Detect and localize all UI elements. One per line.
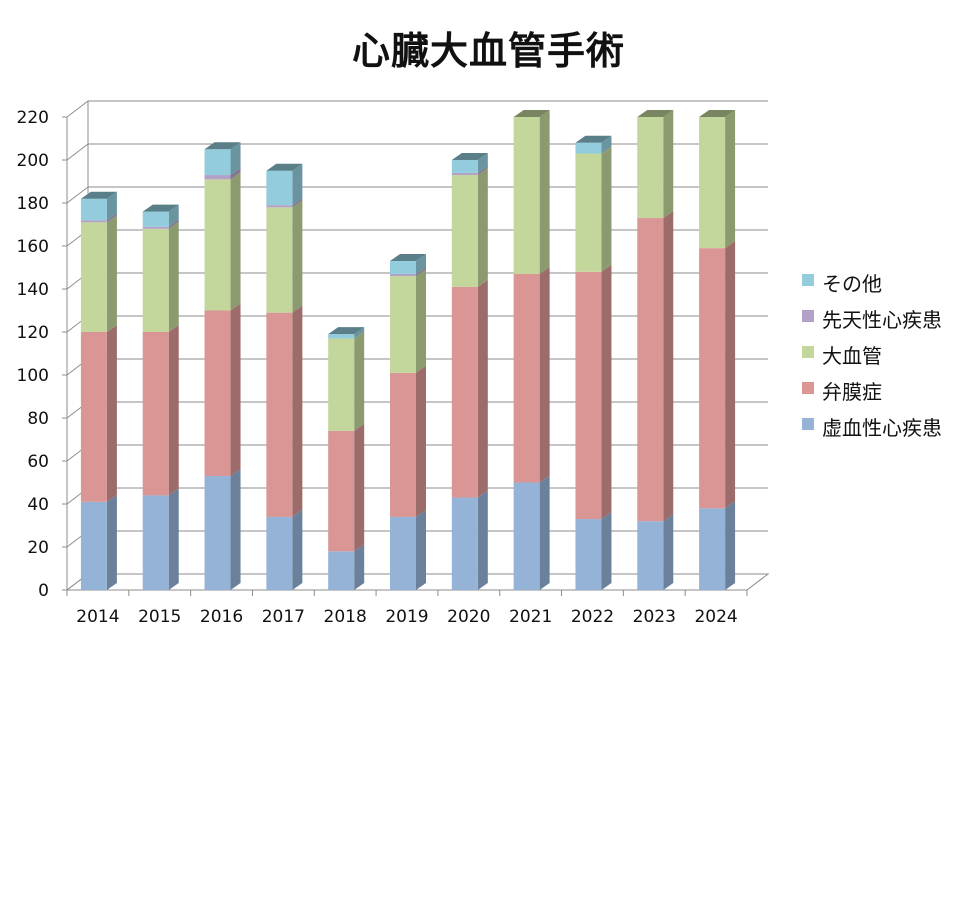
bar-segment	[575, 146, 612, 272]
legend-swatch	[802, 274, 814, 286]
bar-segment	[390, 365, 426, 517]
legend-swatch	[802, 346, 814, 358]
legend-label: その他	[822, 272, 882, 296]
gridline-connector	[66, 100, 89, 118]
bar-segment	[266, 163, 303, 206]
y-tick-label: 40	[27, 495, 49, 515]
bar-segment	[80, 213, 117, 223]
legend-swatch	[802, 418, 814, 430]
bar-segment	[328, 327, 365, 339]
bar-segment	[204, 142, 241, 176]
bar-segment	[699, 241, 736, 509]
bar-segment	[637, 211, 674, 522]
bar-segment	[390, 269, 426, 373]
y-tick-label: 60	[27, 452, 49, 472]
x-tick-label: 2019	[385, 607, 428, 627]
bar-segment	[266, 509, 303, 590]
legend-label: 弁膜症	[822, 380, 882, 404]
bar-segment	[266, 305, 303, 517]
y-tick-label: 220	[17, 108, 49, 128]
y-tick-label: 120	[17, 323, 49, 343]
x-tick-label: 2020	[447, 607, 490, 627]
bar-segment	[451, 165, 488, 176]
gridline-connector	[66, 143, 89, 161]
bar-segment	[204, 168, 241, 180]
bar-segment	[699, 501, 736, 590]
x-tick-label: 2018	[324, 607, 367, 627]
x-tick-label: 2024	[694, 607, 737, 627]
bar-segment	[80, 494, 117, 590]
y-tick-label: 200	[17, 151, 49, 171]
legend-label: 虚血性心疾患	[822, 416, 942, 440]
bar-segment	[328, 423, 365, 552]
y-tick-label: 100	[17, 366, 49, 386]
bar-segment	[637, 110, 674, 219]
bar-segment	[266, 198, 303, 208]
y-tick-label: 80	[27, 409, 49, 429]
x-tick-label: 2021	[509, 607, 552, 627]
bar-segment	[80, 215, 117, 332]
bar-segment	[390, 266, 426, 277]
x-tick-label: 2022	[571, 607, 614, 627]
bar-segment	[328, 331, 365, 431]
bar-segment	[575, 264, 612, 520]
bar-segment	[142, 488, 179, 590]
bar-segment	[513, 475, 550, 590]
bar-segment	[637, 514, 674, 590]
y-tick-label: 160	[17, 237, 49, 257]
bar-segment	[80, 325, 117, 502]
bar-segment	[204, 172, 241, 311]
bar-segment	[390, 254, 426, 274]
legend-label: 先天性心疾患	[822, 308, 942, 332]
x-tick-label: 2023	[633, 607, 676, 627]
bar-segment	[142, 219, 179, 229]
chart-title: 心臓大血管手術	[351, 29, 625, 73]
bar-segment	[513, 266, 550, 483]
bar-segment	[575, 135, 612, 154]
x-tick-label: 2015	[138, 607, 181, 627]
gridline-connector	[66, 186, 89, 204]
bar-segment	[451, 490, 488, 590]
bar-segment	[451, 168, 488, 287]
bar-segment	[142, 325, 179, 496]
legend-label: 大血管	[822, 344, 882, 368]
bar-segment	[266, 200, 303, 313]
y-tick-label: 180	[17, 194, 49, 214]
bars	[80, 110, 736, 590]
bar-segment	[699, 110, 736, 249]
y-tick-label: 0	[38, 581, 49, 601]
bar-segment	[142, 221, 179, 332]
bar-segment	[142, 204, 179, 227]
y-tick-label: 20	[27, 538, 49, 558]
tick-labels: 0 20 40 60 80 100 120 140 160 180 200 220 2014 2015 20…	[17, 108, 738, 627]
y-tick-label: 140	[17, 280, 49, 300]
bar-segment	[204, 469, 241, 590]
bar-segment	[204, 303, 241, 477]
x-tick-label: 2017	[262, 607, 305, 627]
legend-swatch	[802, 310, 814, 322]
x-tick-label: 2016	[200, 607, 243, 627]
bar-segment	[575, 512, 612, 590]
bar-segment	[513, 110, 550, 274]
bar-segment	[80, 191, 117, 221]
bar-segment	[451, 279, 488, 498]
bar-segment	[328, 544, 365, 590]
bar-segment	[451, 153, 488, 173]
bar-segment	[390, 509, 426, 590]
x-tick-label: 2014	[76, 607, 119, 627]
legend-swatch	[802, 382, 814, 394]
